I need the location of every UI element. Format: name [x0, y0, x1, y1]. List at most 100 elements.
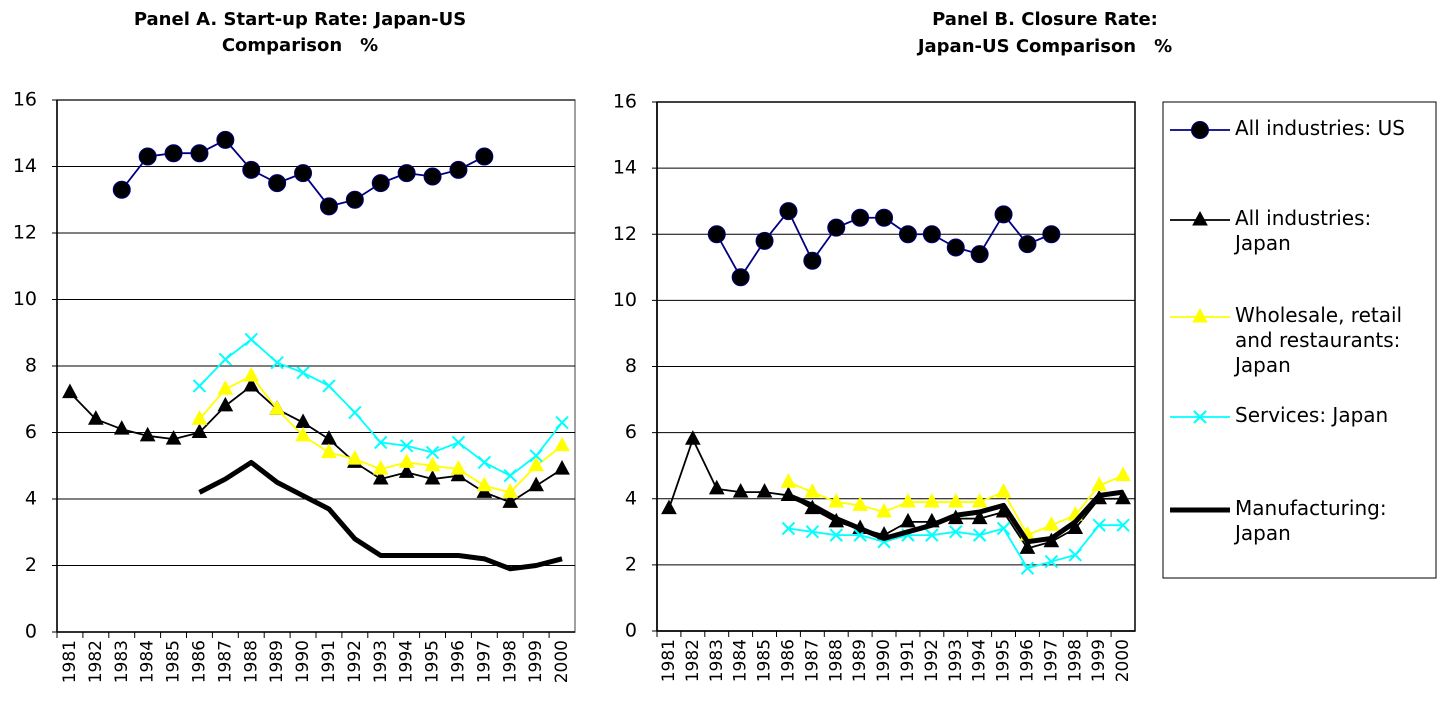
data-point: [268, 174, 287, 193]
x-tick-label: 1986: [189, 640, 209, 683]
data-point: [374, 435, 388, 450]
data-point: [449, 160, 468, 179]
y-tick-label: 8: [625, 355, 637, 377]
data-point: [781, 521, 796, 536]
legend-label: Services: Japan: [1235, 403, 1389, 427]
data-point: [423, 167, 442, 186]
x-tick-label: 1986: [778, 639, 798, 682]
data-point: [113, 420, 130, 435]
x-tick-label: 1998: [1065, 639, 1085, 682]
x-tick-label: 1989: [850, 639, 870, 682]
data-point: [190, 144, 209, 163]
data-point: [827, 218, 846, 237]
data-point: [372, 460, 389, 475]
data-point: [243, 366, 260, 382]
data-point: [294, 164, 313, 183]
x-tick-label: 1998: [500, 640, 520, 683]
series-line: [198, 459, 563, 572]
x-tick-label: 1999: [1089, 639, 1109, 682]
data-point: [1116, 518, 1130, 532]
data-point: [875, 208, 894, 227]
data-point: [1020, 561, 1035, 575]
data-point: [947, 493, 964, 508]
data-point: [371, 174, 390, 193]
data-point: [503, 469, 517, 483]
y-tick-label: 12: [613, 223, 637, 245]
data-point: [1043, 516, 1060, 531]
data-point: [900, 493, 916, 508]
x-tick-label: 1997: [474, 640, 494, 683]
data-point: [476, 476, 493, 492]
x-tick-label: 1990: [293, 640, 313, 683]
x-tick-label: 1991: [319, 640, 339, 683]
y-tick-label: 2: [625, 553, 637, 575]
data-point: [165, 430, 182, 445]
data-point: [243, 376, 260, 392]
data-point: [322, 379, 336, 393]
y-tick-label: 14: [13, 155, 37, 177]
data-point: [707, 225, 726, 244]
y-tick-label: 6: [25, 421, 37, 443]
x-tick-label: 1997: [1041, 639, 1061, 682]
legend-marker: [1193, 410, 1207, 424]
data-point: [372, 469, 389, 485]
y-tick-label: 10: [13, 288, 37, 310]
legend-label: All industries: Japan: [1235, 206, 1372, 255]
legend-box: [1162, 101, 1437, 579]
legend-label: Wholesale, retail and restaurants: Japan: [1235, 303, 1403, 377]
data-point: [270, 355, 284, 370]
data-point: [528, 476, 544, 492]
data-point: [139, 426, 156, 442]
x-tick-label: 1995: [994, 639, 1014, 682]
data-point: [924, 493, 940, 508]
data-point: [112, 180, 131, 199]
y-tick-label: 10: [613, 289, 637, 311]
data-point: [756, 483, 773, 498]
x-tick-label: 1996: [448, 640, 468, 683]
x-tick-label: 1982: [86, 640, 106, 683]
data-point: [851, 208, 870, 227]
x-tick-label: 1982: [683, 639, 703, 682]
data-point: [1018, 235, 1037, 254]
data-point: [555, 415, 569, 430]
data-point: [62, 383, 78, 399]
legend-label: Manufacturing: Japan: [1235, 496, 1387, 545]
chart-title: Panel A. Start-up Rate: Japan-US: [134, 9, 466, 30]
data-point: [949, 525, 963, 539]
x-tick-label: 1987: [215, 640, 235, 683]
data-point: [425, 445, 440, 460]
data-point: [804, 483, 821, 498]
data-point: [502, 483, 519, 498]
data-point: [424, 469, 441, 485]
data-point: [1042, 225, 1061, 244]
x-tick-label: 1990: [874, 639, 894, 682]
x-tick-label: 1985: [164, 640, 184, 683]
data-point: [191, 410, 208, 425]
data-point: [803, 251, 822, 270]
data-point: [852, 496, 868, 511]
data-point: [242, 160, 261, 179]
data-point: [345, 190, 364, 209]
x-tick-label: 1995: [423, 640, 443, 683]
data-point: [295, 426, 311, 442]
x-tick-label: 1999: [526, 640, 546, 683]
legend-marker: [1191, 121, 1209, 139]
y-tick-label: 0: [625, 620, 637, 642]
x-tick-label: 1992: [345, 640, 365, 683]
x-tick-label: 1981: [60, 640, 80, 683]
data-point: [502, 493, 519, 508]
data-point: [970, 245, 989, 264]
data-point: [475, 147, 494, 166]
data-point: [398, 463, 415, 478]
data-point: [88, 410, 104, 425]
data-point: [731, 268, 750, 287]
data-point: [922, 225, 941, 244]
legend-label: All industries: US: [1235, 116, 1405, 140]
data-point: [900, 512, 916, 528]
data-point: [708, 479, 725, 495]
x-tick-label: 2000: [1113, 639, 1133, 682]
data-point: [876, 502, 892, 518]
y-tick-label: 8: [25, 355, 37, 377]
data-point: [216, 130, 235, 149]
